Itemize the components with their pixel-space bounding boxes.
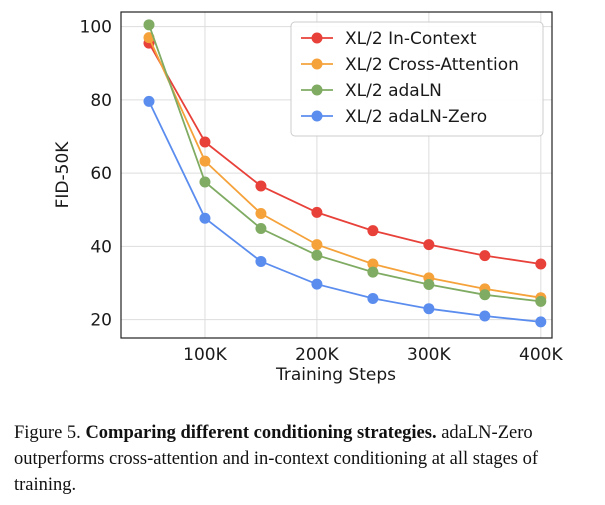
x-tick-label: 400K — [519, 345, 563, 365]
tick-labels: 20 40 60 80 100 100K 200K 300K 400K — [80, 18, 564, 365]
data-point — [199, 136, 211, 148]
legend-label: XL/2 In-Context — [345, 29, 477, 49]
data-point — [479, 310, 491, 322]
data-point — [199, 176, 211, 188]
line-chart: 20 40 60 80 100 100K 200K 300K 400K Training Ste… — [53, 11, 564, 385]
data-point — [311, 206, 323, 218]
caption-prefix: Figure 5. — [14, 423, 86, 443]
legend-item: XL/2 In-Context — [301, 29, 477, 49]
data-point — [311, 249, 323, 261]
legend-item: XL/2 Cross-Attention — [301, 55, 519, 75]
legend-swatch-marker — [311, 58, 323, 70]
data-point — [143, 19, 155, 31]
legend-label: XL/2 adaLN-Zero — [345, 107, 487, 127]
data-point — [367, 258, 379, 270]
legend-swatch-marker — [311, 84, 323, 96]
series-line — [148, 42, 541, 265]
series-layer — [143, 19, 547, 328]
data-point — [535, 316, 547, 328]
data-point — [479, 250, 491, 262]
legend-label: XL/2 Cross-Attention — [345, 55, 519, 75]
plot-frame — [120, 11, 553, 339]
data-point — [367, 225, 379, 237]
data-point — [367, 266, 379, 278]
data-point — [535, 258, 547, 270]
legend-label: XL/2 adaLN — [345, 81, 442, 101]
series-line — [148, 37, 541, 299]
data-point — [367, 292, 379, 304]
data-point — [255, 180, 267, 192]
data-point — [311, 239, 323, 251]
y-tick-label: 60 — [90, 164, 112, 184]
data-point — [255, 255, 267, 267]
data-point — [199, 212, 211, 224]
data-point — [423, 303, 435, 315]
x-tick-label: 300K — [407, 345, 451, 365]
data-point — [143, 95, 155, 107]
series-1 — [143, 37, 547, 270]
caption-title: Comparing different conditioning strateg… — [85, 423, 437, 443]
x-tick-label: 200K — [295, 345, 339, 365]
x-axis-label: Training Steps — [275, 365, 396, 385]
legend-item: XL/2 adaLN — [301, 81, 442, 101]
legend-swatch-marker — [311, 32, 323, 44]
x-tick-label: 100K — [183, 345, 227, 365]
data-point — [255, 207, 267, 219]
legend-item: XL/2 adaLN-Zero — [301, 107, 487, 127]
data-point — [535, 295, 547, 307]
data-point — [423, 279, 435, 291]
figure-caption: Figure 5. Comparing different conditioni… — [14, 420, 599, 498]
data-point — [479, 289, 491, 301]
data-point — [199, 155, 211, 167]
y-tick-label: 20 — [90, 311, 112, 331]
data-point — [311, 278, 323, 290]
legend: XL/2 In-Context XL/2 Cross-Attention XL/2 … — [290, 21, 544, 137]
legend-box — [290, 21, 544, 137]
y-tick-label: 40 — [90, 237, 112, 257]
data-point — [423, 239, 435, 251]
series-line — [148, 24, 541, 303]
y-tick-label: 100 — [80, 18, 112, 38]
caption-body: adaLN-Zero outperforms cross-attention a… — [14, 423, 539, 495]
data-point — [255, 222, 267, 234]
series-line — [148, 101, 541, 323]
series-3 — [143, 19, 547, 307]
legend-swatch-marker — [311, 110, 323, 122]
series-4 — [143, 95, 547, 328]
y-tick-label: 80 — [90, 91, 112, 111]
y-axis-label: FID-50K — [53, 141, 73, 209]
